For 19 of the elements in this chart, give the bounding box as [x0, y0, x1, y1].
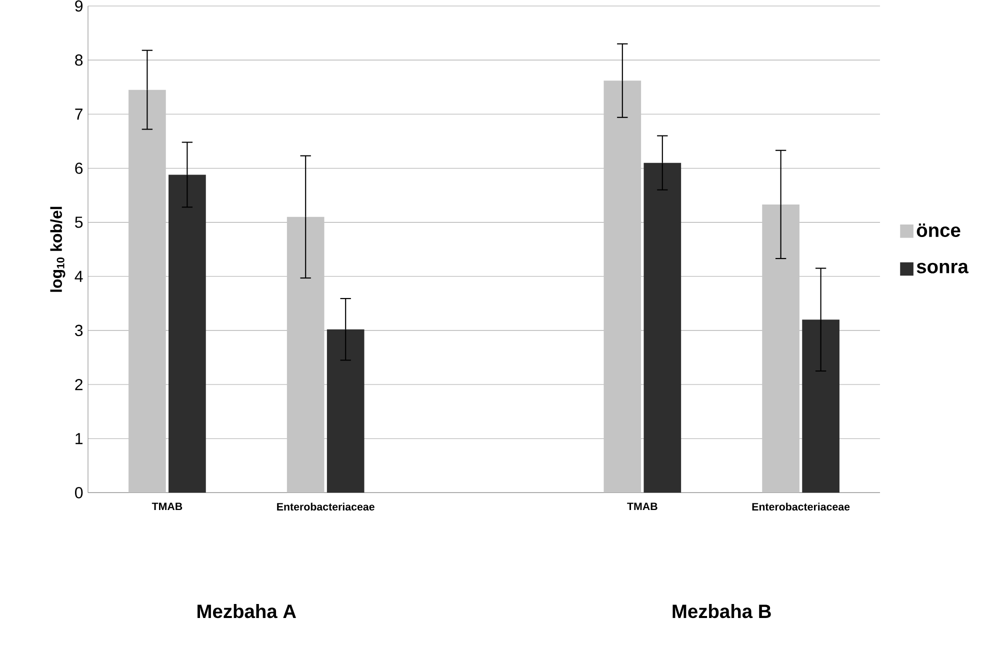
- y-tick-label: 5: [75, 216, 83, 228]
- x-tick-label: Enterobacteriaceae: [752, 502, 850, 511]
- y-tick-label: 0: [75, 487, 83, 498]
- y-tick-label: 4: [74, 270, 83, 282]
- text: Mezbaha B: [672, 604, 771, 618]
- y-tick-label: 9: [75, 0, 83, 12]
- y-axis-title: log$_{10}$ kob/el: [50, 206, 66, 292]
- y-tick-label: 7: [75, 108, 82, 120]
- x-tick-label: TMAB: [152, 502, 182, 510]
- legend-label: önce: [916, 224, 960, 237]
- x-tick-label: TMAB: [627, 502, 658, 510]
- y-tick-label: 6: [75, 162, 83, 174]
- y-tick-label: 8: [75, 54, 83, 66]
- y-tick-label: 2: [75, 378, 82, 390]
- y-tick-label: 3: [75, 324, 83, 336]
- text: Mezbaha A: [198, 604, 296, 618]
- legend-label: sonra: [916, 262, 969, 274]
- y-tick-label: 1: [76, 433, 83, 444]
- x-tick-label: Enterobacteriaceae: [277, 502, 374, 511]
